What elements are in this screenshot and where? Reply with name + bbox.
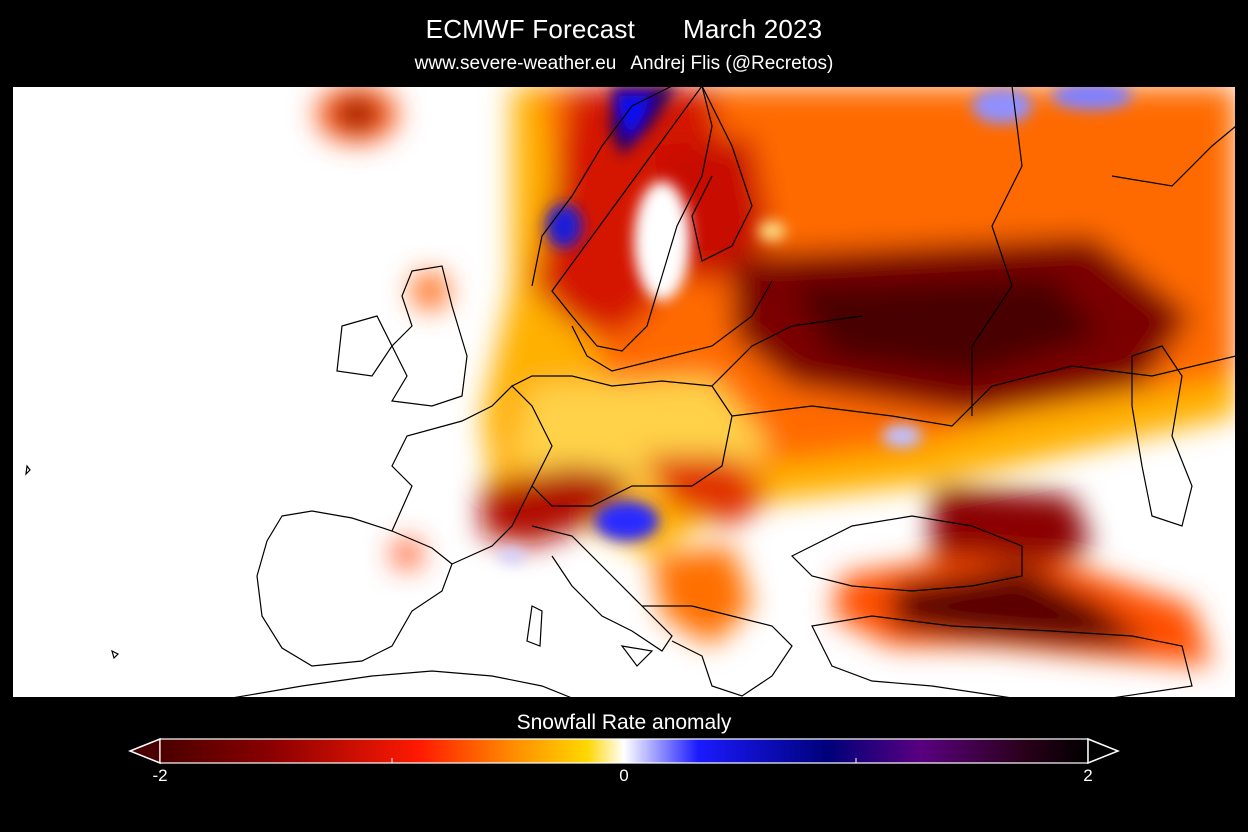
coastlines-and-borders xyxy=(25,86,1236,698)
forecast-period: March 2023 xyxy=(683,14,823,44)
website-credit: www.severe-weather.eu xyxy=(414,53,617,74)
sicily-outline xyxy=(620,645,654,667)
italy-outline xyxy=(531,525,673,652)
britain-outline xyxy=(391,265,468,407)
russia-border-north xyxy=(971,86,1023,416)
author-credit: Andrej Flis (@Recretos) xyxy=(630,53,834,74)
positive-anomaly-patches xyxy=(498,86,1132,564)
map-subtitle: www.severe-weather.eu Andrej Flis (@Recre… xyxy=(0,53,1248,75)
map-title: ECMWF Forecast March 2023 xyxy=(0,14,1248,45)
tick-label-min: -2 xyxy=(152,766,168,785)
legend-title: Snowfall Rate anomaly xyxy=(516,711,732,734)
baltic-coast xyxy=(571,280,773,372)
black-sea-outline xyxy=(790,515,1023,592)
sardinia-outline xyxy=(526,605,543,647)
arrow-left-icon xyxy=(128,737,161,765)
iberia-outline xyxy=(256,510,453,667)
turkey-outline xyxy=(811,615,1193,698)
map-canvas xyxy=(12,86,1236,698)
caspian-outline xyxy=(1131,345,1193,527)
tick-label-max: 2 xyxy=(1083,766,1093,785)
urals-border xyxy=(1111,125,1236,187)
balkans-outline xyxy=(642,605,793,697)
island-outline xyxy=(111,649,120,660)
arrow-right-icon xyxy=(1087,737,1121,765)
anomaly-map xyxy=(12,86,1236,698)
ireland-outline xyxy=(336,315,393,377)
africa-coast xyxy=(231,670,573,698)
map-border xyxy=(12,86,1236,698)
color-scale-bar xyxy=(128,737,1121,765)
belarus-border xyxy=(711,315,863,387)
finland-outline xyxy=(691,86,753,262)
scandinavia-outline xyxy=(531,86,713,352)
island-outline xyxy=(25,464,31,476)
model-name: ECMWF Forecast xyxy=(425,14,636,44)
tick-label-zero: 0 xyxy=(619,766,629,785)
anomaly-field xyxy=(317,86,1236,666)
